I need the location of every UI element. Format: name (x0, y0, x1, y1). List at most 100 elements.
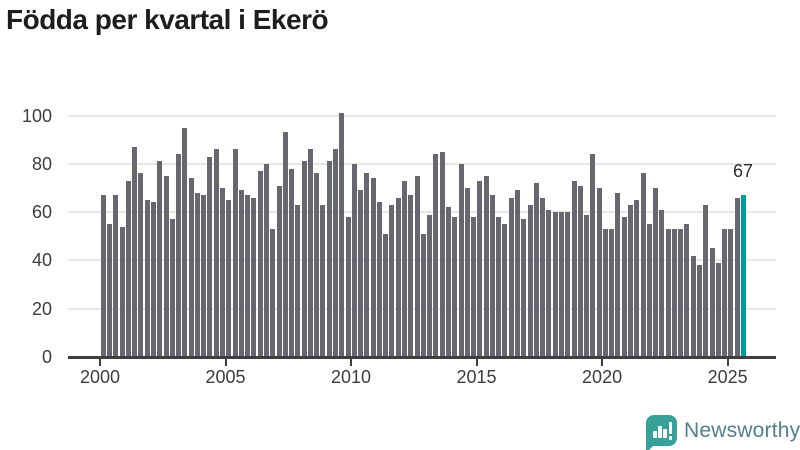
logo-exclamation-dot (668, 436, 672, 440)
bar-2017-Q1 (527, 204, 533, 357)
bar-2005-Q3 (238, 190, 244, 357)
bar-2021-Q1 (627, 204, 633, 357)
bar-2007-Q2 (282, 132, 288, 357)
bar-2001-Q2 (132, 146, 138, 357)
bar-2005-Q1 (226, 200, 232, 357)
y-axis-label-80: 80 (31, 153, 52, 174)
bar-2019-Q3 (590, 154, 596, 357)
bar-2009-Q3 (339, 113, 345, 357)
x-axis-label-2010: 2010 (331, 367, 372, 387)
bar-2018-Q2 (558, 212, 564, 357)
bar-2019-Q1 (577, 185, 583, 357)
bar-2015-Q1 (477, 180, 483, 357)
bar-2023-Q2 (684, 224, 690, 357)
bar-2024-Q2 (709, 248, 715, 357)
bar-2004-Q2 (207, 156, 213, 357)
bar-2004-Q4 (220, 187, 226, 357)
x-axis-label-2005: 2005 (205, 367, 246, 387)
bar-2023-Q3 (690, 255, 696, 357)
y-axis-label-60: 60 (31, 202, 52, 223)
x-axis-tick-2005 (224, 358, 227, 366)
bar-2023-Q1 (678, 229, 684, 357)
bar-2000-Q3 (113, 195, 119, 357)
bar-2006-Q1 (251, 197, 257, 357)
bar-2018-Q1 (552, 212, 558, 357)
x-axis-label-2020: 2020 (582, 367, 623, 387)
bar-2018-Q3 (565, 212, 571, 357)
x-axis-line (68, 356, 776, 359)
bar-2019-Q4 (596, 187, 602, 357)
bar-2003-Q3 (188, 178, 194, 357)
bar-2001-Q1 (125, 180, 131, 357)
bar-2010-Q1 (351, 163, 357, 357)
x-axis-tick-2010 (350, 358, 353, 366)
y-axis-label-0: 0 (41, 347, 52, 367)
bar-2002-Q3 (163, 175, 169, 357)
bar-2000-Q2 (107, 224, 113, 357)
bar-2024-Q4 (722, 229, 728, 357)
bar-2013-Q4 (445, 207, 451, 357)
bar-2012-Q3 (414, 175, 420, 357)
bar-2014-Q1 (452, 216, 458, 357)
bar-2002-Q2 (157, 161, 163, 357)
x-axis-tick-2000 (99, 358, 101, 366)
bar-2014-Q2 (458, 163, 464, 357)
bar-2015-Q2 (483, 175, 489, 357)
bar-2009-Q4 (345, 216, 351, 357)
bar-2023-Q4 (697, 265, 703, 357)
logo-minibar-1 (653, 431, 657, 438)
bar-2007-Q3 (289, 168, 295, 357)
bar-2019-Q2 (584, 214, 590, 357)
bar-2002-Q1 (151, 202, 156, 357)
bar-2016-Q1 (502, 224, 508, 357)
bar-2004-Q3 (213, 149, 219, 357)
y-axis-label-100: 100 (21, 105, 52, 126)
x-axis-label-2025: 2025 (707, 367, 748, 387)
bar-2011-Q4 (395, 197, 401, 357)
chart-title: Födda per kvartal i Ekerö (6, 4, 329, 35)
bar-2008-Q3 (314, 173, 320, 357)
bar-2003-Q4 (194, 192, 200, 357)
bar-2006-Q2 (257, 171, 263, 357)
bar-2013-Q2 (433, 154, 439, 357)
bar-2015-Q4 (496, 216, 502, 357)
newsworthy-logo-icon (646, 415, 677, 446)
x-axis-label-2000: 2000 (79, 367, 121, 387)
bar-2003-Q2 (182, 127, 188, 357)
x-axis-tick-2015 (475, 358, 478, 366)
x-axis-label-2015: 2015 (456, 367, 497, 387)
bar-2022-Q3 (665, 229, 671, 357)
bar-2004-Q1 (201, 195, 207, 357)
bar-2008-Q4 (320, 204, 326, 357)
newsworthy-logo-text: Newsworthy (684, 419, 800, 442)
bar-2007-Q4 (295, 204, 301, 357)
bar-2020-Q2 (609, 229, 615, 357)
bar-2012-Q2 (408, 195, 414, 357)
bar-2001-Q3 (138, 173, 144, 357)
bar-2020-Q1 (602, 229, 608, 357)
bar-2010-Q4 (370, 178, 376, 357)
bar-2021-Q2 (634, 200, 640, 357)
bar-2018-Q4 (571, 180, 577, 357)
bar-2006-Q4 (270, 229, 276, 357)
bar-2006-Q3 (263, 163, 269, 357)
bar-2010-Q2 (358, 190, 364, 357)
y-axis-label-40: 40 (31, 250, 52, 271)
bar-2000-Q1 (100, 195, 106, 357)
bar-2003-Q1 (176, 154, 182, 357)
bar-2000-Q4 (119, 226, 125, 357)
logo-minibar-3 (663, 429, 667, 438)
x-axis-tick-2025 (726, 358, 729, 366)
gridline-60 (68, 211, 776, 214)
bar-2014-Q4 (471, 216, 477, 357)
bar-2010-Q3 (364, 173, 370, 357)
highlight-value-label: 67 (732, 161, 754, 181)
logo-minibar-2 (658, 426, 662, 438)
bar-2012-Q1 (402, 180, 408, 357)
newsworthy-branding: Newsworthy (646, 415, 800, 450)
bar-2002-Q4 (169, 219, 175, 357)
bar-2017-Q3 (540, 197, 546, 357)
bar-2020-Q4 (621, 216, 627, 357)
bar-2022-Q4 (671, 229, 677, 357)
